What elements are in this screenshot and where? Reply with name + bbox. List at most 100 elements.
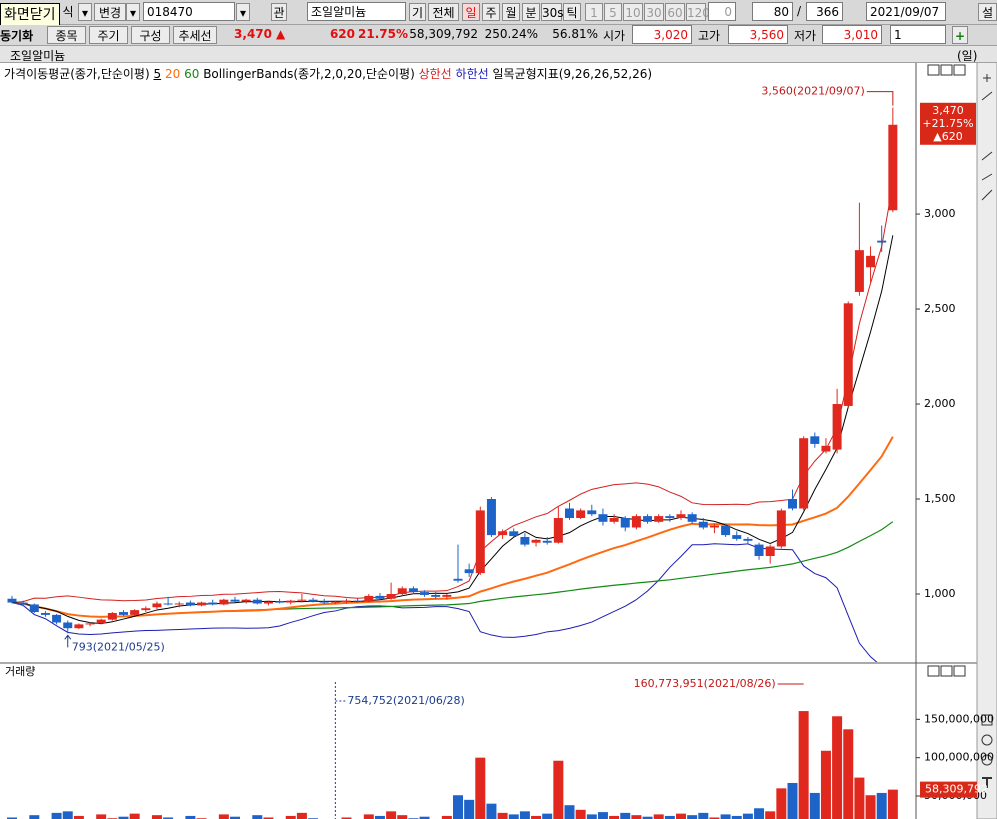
tab-button[interactable]: 추세선 xyxy=(173,26,217,44)
volume-bar xyxy=(29,815,40,819)
y-tick-label: 2,000 xyxy=(924,397,956,410)
tool-circle[interactable] xyxy=(981,734,993,746)
price-tag xyxy=(920,102,976,145)
period-button[interactable]: 월 xyxy=(502,3,520,21)
low-annotation: 793(2021/05/25) xyxy=(72,640,165,653)
volume-bar xyxy=(731,815,742,819)
volume-bar xyxy=(475,757,486,819)
interval-button[interactable]: 120 xyxy=(686,3,710,21)
tool-lines[interactable] xyxy=(981,151,993,201)
volume-bar xyxy=(609,815,620,819)
volume-bar xyxy=(363,814,374,819)
candle-body xyxy=(63,622,73,629)
candle-body xyxy=(141,608,151,611)
pane-button[interactable] xyxy=(953,64,966,76)
volume-bar xyxy=(542,813,553,819)
interval-button[interactable]: 60 xyxy=(665,3,685,21)
candle-body xyxy=(754,544,764,556)
volume-bar xyxy=(263,817,274,819)
candle-body xyxy=(609,518,619,522)
settings-button[interactable]: 설 xyxy=(978,3,997,21)
tool-text[interactable] xyxy=(982,777,992,788)
all-button[interactable]: 전체 xyxy=(428,3,459,21)
tab-button[interactable]: 구성 xyxy=(131,26,170,44)
interval-button[interactable]: 30 xyxy=(644,3,664,21)
candle-body xyxy=(553,518,563,543)
dropdown[interactable]: ▾ xyxy=(126,3,140,21)
legend-bb: BollingerBands(종가,2,0,20,단순이평) xyxy=(203,67,415,81)
period-button[interactable]: 30s xyxy=(541,3,564,21)
candle-body xyxy=(431,594,441,597)
name-input[interactable]: 조일알미늄 xyxy=(307,2,406,21)
pane-button[interactable] xyxy=(940,665,953,677)
period-button[interactable]: 틱 xyxy=(563,3,581,21)
open: 3,020 xyxy=(632,25,692,44)
price-tag-label: 3,470 xyxy=(932,104,964,117)
candle-body xyxy=(665,516,675,519)
candle-body xyxy=(498,531,508,536)
candle-body xyxy=(364,595,374,602)
tab-button[interactable]: 주기 xyxy=(89,26,128,44)
legend-ma-period: 5 xyxy=(153,67,162,81)
high-label: 고가 xyxy=(698,29,721,43)
candle-body xyxy=(386,593,396,599)
total-count: 366 xyxy=(806,2,843,21)
pane-button[interactable] xyxy=(953,665,966,677)
volume-bar xyxy=(709,817,720,819)
dropdown[interactable]: ▾ xyxy=(236,3,250,21)
tool-ellipse[interactable] xyxy=(981,754,993,766)
period-button[interactable]: 일 xyxy=(462,3,480,21)
date-input[interactable]: 2021/09/07 xyxy=(866,2,946,21)
volume-bar xyxy=(575,809,586,819)
volume-bar xyxy=(163,817,174,819)
basic-button[interactable]: 기 xyxy=(409,3,426,21)
volume-tag-label: 58,309,792 xyxy=(925,783,988,796)
period-button[interactable]: 주 xyxy=(482,3,500,21)
volume-bar xyxy=(887,789,898,819)
candle-body xyxy=(152,603,162,608)
period-label: (일) xyxy=(957,49,978,63)
volume-bar xyxy=(230,816,240,819)
volume-bar xyxy=(631,815,642,819)
y-tick-label: 3,000 xyxy=(924,207,956,220)
tool-rect[interactable] xyxy=(981,714,993,726)
candle-body xyxy=(241,599,251,602)
legend-ichimoku: 일목균형지표(9,26,26,52,26) xyxy=(492,67,653,81)
interval-button[interactable]: 5 xyxy=(604,3,622,21)
candle-body xyxy=(453,578,463,581)
pane-button[interactable] xyxy=(940,64,953,76)
pane-button[interactable] xyxy=(927,665,940,677)
volume-bar xyxy=(754,808,765,819)
dropdown[interactable]: ▾ xyxy=(78,3,92,21)
y-tick-label: 1,500 xyxy=(924,492,956,505)
pane-button[interactable] xyxy=(927,64,940,76)
interval-button[interactable]: 1 xyxy=(585,3,603,21)
pane-count[interactable]: 1 xyxy=(890,25,946,44)
candle-body xyxy=(475,510,485,574)
low: 3,010 xyxy=(822,25,882,44)
screen-label: 식 xyxy=(62,5,74,19)
count-input[interactable]: 0 xyxy=(708,2,736,21)
volume-bar xyxy=(553,760,564,819)
volume-title: 거래량 xyxy=(5,665,35,678)
period-button[interactable]: 분 xyxy=(522,3,540,21)
tab-button[interactable]: 종목 xyxy=(47,26,86,44)
code-input[interactable]: 018470 xyxy=(143,2,235,21)
candle-body xyxy=(721,525,731,536)
volume-bar xyxy=(653,814,664,819)
add-button[interactable]: + xyxy=(952,26,968,44)
volume: 58,309,792 xyxy=(409,27,478,41)
watch-button[interactable]: 관 xyxy=(271,3,287,21)
tool-line[interactable] xyxy=(981,91,993,101)
change-button[interactable]: 변경 xyxy=(94,3,126,21)
candle-body xyxy=(163,603,173,605)
interval-button[interactable]: 10 xyxy=(623,3,643,21)
max-annotation: 160,773,951(2021/08/26) xyxy=(634,677,776,690)
candle-body xyxy=(308,599,318,602)
tool-cross[interactable] xyxy=(983,74,991,82)
view-count-input[interactable]: 80 xyxy=(752,2,793,21)
volume-bar xyxy=(597,812,608,819)
tool-column xyxy=(976,45,997,819)
chart-titlebar: 조일알미늄 (일) xyxy=(0,46,997,63)
